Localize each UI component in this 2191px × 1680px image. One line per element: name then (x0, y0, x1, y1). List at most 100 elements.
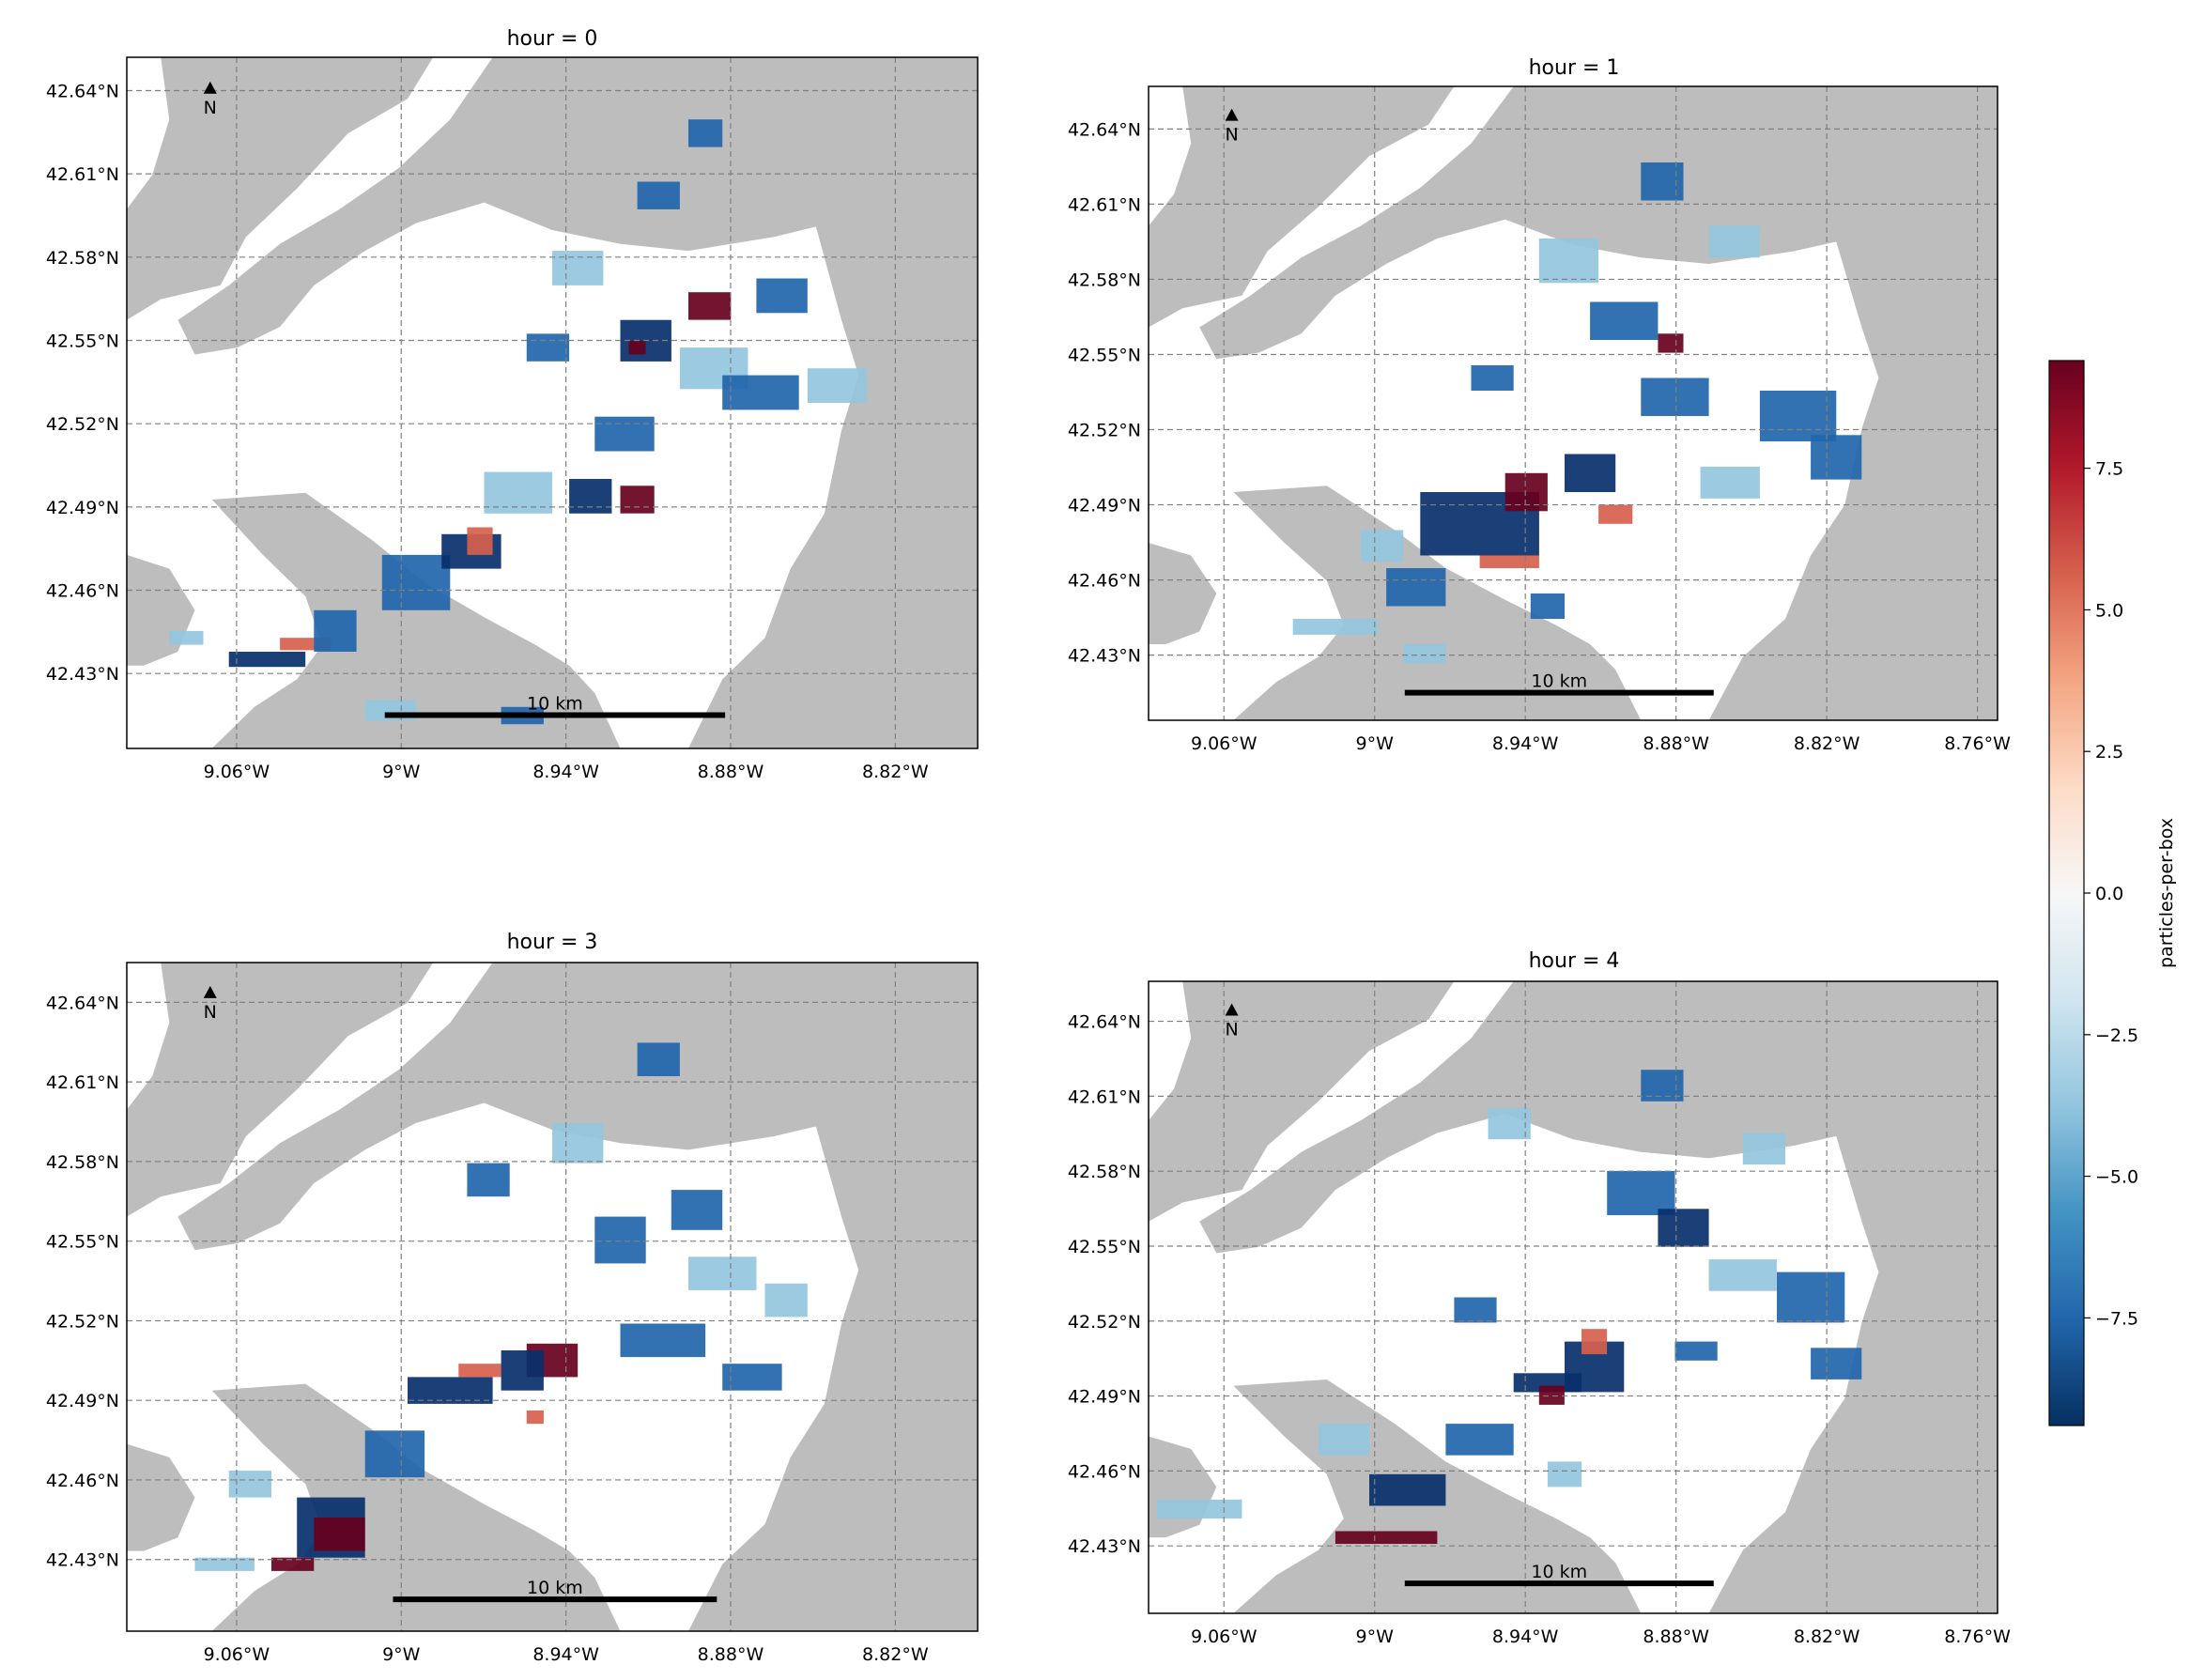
x-tick-label: 9.06°W (1191, 733, 1258, 754)
x-tick-label: 8.94°W (532, 1644, 599, 1665)
density-patch (628, 340, 646, 355)
x-tick-label: 8.76°W (1944, 1626, 2011, 1647)
land-area (1149, 86, 1455, 328)
density-patch (756, 278, 808, 314)
x-tick-label: 9.06°W (204, 762, 270, 782)
density-patch (1361, 530, 1404, 563)
y-tick-label: 42.55°N (46, 331, 119, 351)
y-tick-label: 42.61°N (1068, 194, 1141, 215)
density-patch (526, 333, 570, 362)
x-tick-label: 8.82°W (1794, 733, 1860, 754)
density-patch (688, 1256, 757, 1290)
north-arrow-icon (203, 985, 217, 998)
density-patch (228, 652, 306, 668)
map-area: 9.06°W 9°W 8.94°W 8.88°W 8.82°W 8.76°W 42.43°N… (1068, 980, 2011, 1647)
density-patch (1700, 467, 1760, 499)
density-patch (722, 1364, 782, 1391)
x-tick-label: 9°W (382, 762, 421, 782)
density-patch (1292, 619, 1379, 635)
density-patch (637, 1042, 680, 1076)
axes-frame (126, 962, 979, 1632)
north-arrow-label: N (1225, 125, 1238, 146)
density-patch (1513, 1373, 1582, 1393)
land-area (211, 1383, 621, 1631)
density-patch (1641, 162, 1684, 201)
y-tick-label: 42.52°N (46, 1311, 119, 1332)
density-patch (569, 479, 612, 514)
land-area (127, 1443, 195, 1551)
density-patch (1658, 333, 1684, 353)
y-tick-label: 42.46°N (1068, 1461, 1141, 1482)
land-area (127, 963, 434, 1217)
land-area (688, 161, 978, 748)
density-patch (1590, 301, 1659, 340)
axes-frame (1148, 85, 1998, 721)
y-tick-label: 42.52°N (1068, 421, 1141, 441)
density-patch (1742, 1133, 1785, 1165)
x-tick-label: 8.88°W (1643, 733, 1709, 754)
panel-hour-0: hour = 0 9.06°W 9°W 8.94°W 8.88°W 8.82°W 42.4… (46, 27, 979, 782)
y-tick-label: 42.61°N (46, 1072, 119, 1093)
y-tick-label: 42.43°N (46, 664, 119, 685)
x-tick-label: 8.94°W (532, 762, 599, 782)
density-patch (1157, 1499, 1242, 1519)
y-tick-label: 42.58°N (46, 1152, 119, 1173)
density-patch (501, 1350, 544, 1391)
density-patch (637, 181, 680, 209)
density-patch (1369, 1473, 1446, 1506)
density-patch (458, 1364, 501, 1378)
y-tick-label: 42.43°N (46, 1550, 119, 1571)
colorbar: 7.5 5.0 2.5 0.0 −2.5 −5.0 −7.5 particles-per-b… (2048, 360, 2177, 1426)
density-patch (364, 1430, 425, 1478)
density-patch (1471, 365, 1514, 391)
land-area (1149, 543, 1217, 644)
density-patch (271, 1557, 315, 1571)
density-patch (594, 416, 655, 452)
y-tick-label: 42.52°N (1068, 1312, 1141, 1333)
colorbar-gradient (2048, 360, 2085, 1426)
density-patch (1607, 1170, 1675, 1215)
density-patch (194, 1557, 255, 1571)
y-tick-label: 42.64°N (1068, 119, 1141, 140)
density-patch (1386, 568, 1446, 607)
density-patch (552, 251, 604, 285)
colorbar-ticks: 7.5 5.0 2.5 0.0 −2.5 −5.0 −7.5 (2084, 459, 2138, 1329)
map-area: 9.06°W 9°W 8.94°W 8.88°W 8.82°W 8.76°W 42.43°N… (1068, 85, 2011, 754)
density-patch (467, 527, 493, 555)
density-patch (1547, 1461, 1582, 1487)
x-tick-label: 8.94°W (1492, 733, 1559, 754)
density-patch (408, 1377, 493, 1404)
land-area (1708, 1076, 1998, 1613)
y-tick-label: 42.58°N (46, 248, 119, 269)
y-tick-label: 42.64°N (1068, 1012, 1141, 1033)
y-tick-label: 42.58°N (1068, 1162, 1141, 1182)
north-arrow-label: N (204, 98, 217, 118)
panel-hour-3: hour = 3 9.06°W 9°W 8.94°W 8.88°W 8.82°W 42.4… (46, 931, 979, 1665)
y-tick-label: 42.64°N (46, 81, 119, 101)
north-arrow-icon (203, 81, 217, 94)
colorbar-tick-label: −7.5 (2095, 1308, 2138, 1329)
x-tick-label: 8.82°W (862, 1644, 929, 1665)
density-patch (764, 1283, 808, 1318)
x-tick-label: 9.06°W (1191, 1626, 1258, 1647)
panel-title: hour = 1 (1529, 56, 1620, 80)
panel-title: hour = 0 (507, 27, 598, 51)
density-patch (1811, 1348, 1862, 1379)
land-area (1708, 181, 1998, 721)
north-arrow-icon (1225, 1003, 1239, 1016)
density-patch (620, 486, 655, 514)
colorbar-tick-label: 2.5 (2095, 742, 2123, 763)
scale-bar-label: 10 km (1531, 1562, 1587, 1582)
density-patch (314, 609, 357, 652)
density-patch (1582, 1329, 1608, 1355)
density-patch (1335, 1531, 1438, 1544)
scale-bar-label: 10 km (527, 1578, 583, 1598)
density-patch (1565, 454, 1616, 492)
y-tick-label: 42.49°N (46, 1391, 119, 1411)
density-patch (1674, 1341, 1718, 1361)
north-arrow-label: N (1225, 1020, 1238, 1040)
colorbar-tick-label: 0.0 (2095, 884, 2123, 904)
y-tick-label: 42.46°N (46, 1471, 119, 1491)
colorbar-tick-label: 5.0 (2095, 600, 2123, 621)
density-patch (552, 1122, 604, 1164)
